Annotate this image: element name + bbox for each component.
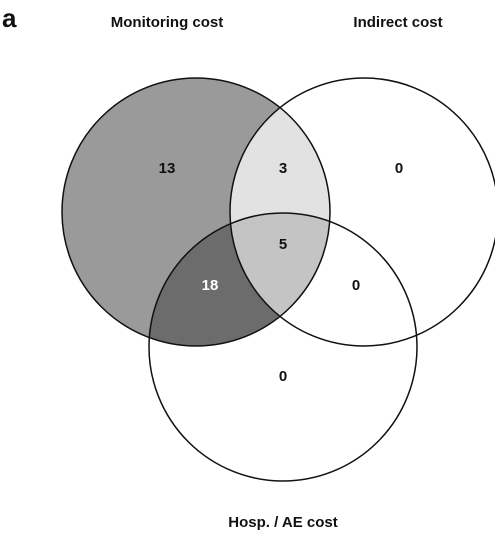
panel-label: a xyxy=(2,3,17,33)
hosp-ae-cost-label: Hosp. / AE cost xyxy=(228,514,337,531)
monitoring-hosp-overlap xyxy=(149,213,330,346)
count-monitoring-only: 13 xyxy=(159,160,176,177)
count-hosp-only: 0 xyxy=(279,368,287,385)
monitoring-cost-label: Monitoring cost xyxy=(111,14,224,31)
count-monitoring-indirect: 3 xyxy=(279,160,287,177)
monitoring-cost-circle xyxy=(61,77,331,347)
count-monitoring-hosp: 18 xyxy=(202,277,219,294)
indirect-cost-circle xyxy=(229,77,495,347)
hosp-ae-cost-circle xyxy=(148,212,418,482)
indirect-cost-label: Indirect cost xyxy=(353,14,442,31)
count-all-three: 5 xyxy=(279,236,287,253)
count-indirect-hosp: 0 xyxy=(352,277,360,294)
count-indirect-only: 0 xyxy=(395,160,403,177)
